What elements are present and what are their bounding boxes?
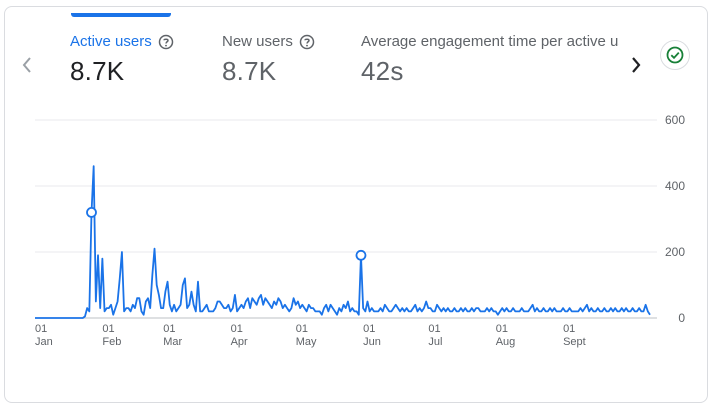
- x-tick-day: 01: [35, 323, 47, 335]
- y-tick-label: 600: [665, 113, 685, 127]
- x-tick-month: Apr: [231, 336, 248, 348]
- active-tab-indicator: [71, 13, 171, 17]
- x-tick-month: Jan: [35, 336, 53, 348]
- check-circle-icon: [666, 46, 684, 64]
- status-button[interactable]: [660, 40, 690, 70]
- x-tick-day: 01: [563, 323, 575, 335]
- y-tick-label: 200: [665, 245, 685, 259]
- chevron-left-icon: [22, 57, 31, 73]
- help-icon[interactable]: [299, 34, 315, 50]
- x-tick-day: 01: [296, 323, 308, 335]
- metric-value: 8.7K: [222, 56, 277, 86]
- x-tick-day: 01: [363, 323, 375, 335]
- previous-metric-button[interactable]: [15, 53, 39, 77]
- y-tick-label: 400: [665, 179, 685, 193]
- x-tick-day: 01: [428, 323, 440, 335]
- line-chart: 600400200001Jan01Feb01Mar01Apr01May01Jun…: [35, 113, 685, 348]
- help-icon[interactable]: [158, 34, 174, 50]
- x-tick-month: May: [296, 336, 317, 348]
- metric-value: 42s: [361, 56, 404, 86]
- x-tick-month: Mar: [163, 336, 182, 348]
- x-tick-month: Aug: [496, 336, 516, 348]
- metrics-card: Active users 8.7K New users 8.7K Average…: [4, 6, 708, 403]
- metric-tab-new-users[interactable]: New users 8.7K: [222, 33, 315, 87]
- x-tick-day: 01: [496, 323, 508, 335]
- metric-tab-avg-engagement-time[interactable]: Average engagement time per active us 42…: [361, 33, 619, 87]
- data-point-marker: [86, 206, 97, 218]
- metric-value: 8.7K: [70, 56, 125, 86]
- metric-label: Average engagement time per active us: [361, 33, 619, 50]
- x-tick-month: Jun: [363, 336, 381, 348]
- x-tick-day: 01: [163, 323, 175, 335]
- x-tick-month: Sept: [563, 336, 586, 348]
- chevron-right-icon: [632, 57, 641, 73]
- data-point-marker: [355, 249, 367, 261]
- series-line: [35, 165, 651, 319]
- next-metric-button[interactable]: [624, 53, 648, 77]
- x-tick-month: Feb: [102, 336, 121, 348]
- x-tick-day: 01: [102, 323, 114, 335]
- metric-label: Active users: [70, 33, 152, 50]
- x-tick-month: Jul: [428, 336, 442, 348]
- x-tick-day: 01: [231, 323, 243, 335]
- metric-tab-active-users[interactable]: Active users 8.7K: [70, 33, 174, 87]
- metric-label: New users: [222, 33, 293, 50]
- y-tick-label: 0: [678, 311, 685, 325]
